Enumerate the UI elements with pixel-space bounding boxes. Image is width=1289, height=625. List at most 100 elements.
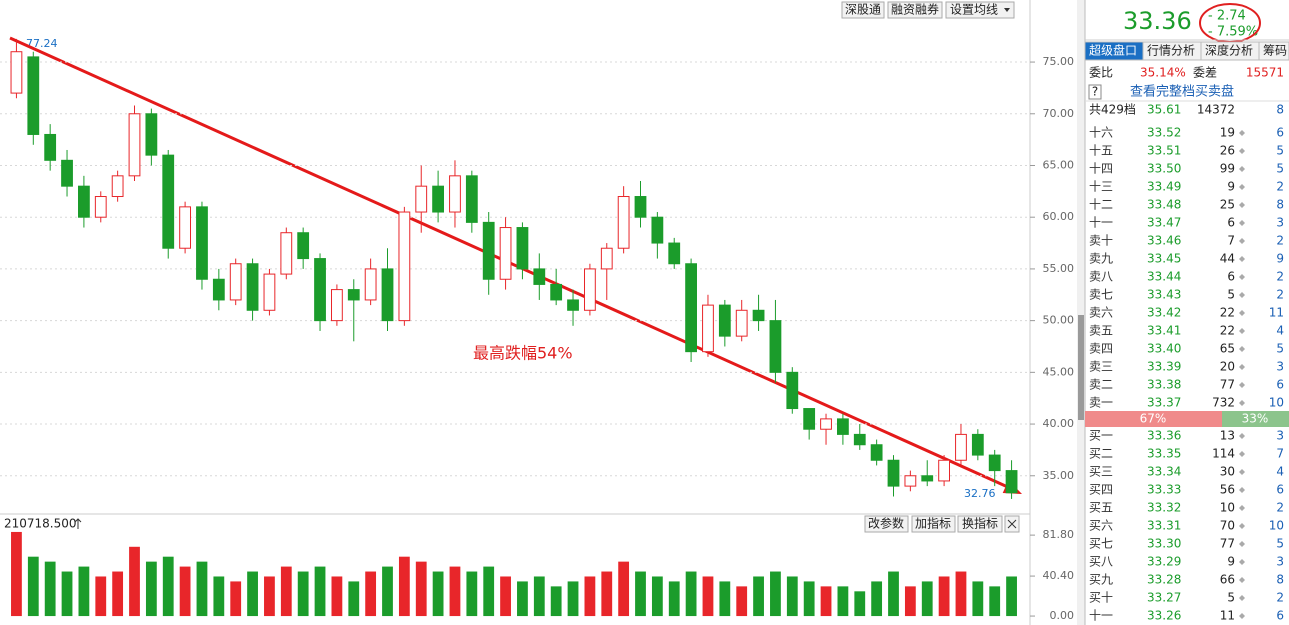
tab-label[interactable]: 深度分析 (1205, 43, 1253, 58)
level-count: 6 (1276, 126, 1284, 140)
label: 委差 (1193, 66, 1217, 80)
candle-body (449, 175, 461, 213)
y-tick-label: 40.00 (1043, 417, 1075, 430)
level-label: 买七 (1089, 537, 1113, 551)
button-label[interactable]: 融资融券 (891, 2, 939, 17)
level-price: 33.35 (1147, 447, 1181, 461)
candle-body (27, 56, 40, 135)
level-volume: 732 (1212, 396, 1235, 410)
y-tick-label: 81.80 (1043, 528, 1075, 541)
volume-bar (230, 581, 242, 617)
level-count: 2 (1276, 180, 1284, 194)
level-count: 2 (1276, 234, 1284, 248)
volume: 14372 (1197, 103, 1235, 117)
level-volume: 6 (1227, 216, 1235, 230)
volume-bar (11, 531, 22, 617)
level-price: 33.32 (1147, 501, 1181, 515)
tab[interactable] (1258, 41, 1289, 61)
level-label: 买二 (1089, 447, 1113, 461)
y-tick-label: 75.00 (1043, 55, 1075, 68)
volume-bar (972, 581, 984, 617)
scrollbar[interactable] (1077, 0, 1085, 625)
candle-body (280, 232, 293, 275)
volume-bar (736, 586, 748, 617)
level-icon (1239, 328, 1245, 334)
button-label[interactable]: 深股通 (845, 3, 881, 17)
volume-bar (786, 576, 798, 617)
y-tick-label: 35.00 (1043, 469, 1075, 482)
volume-bar (179, 566, 191, 617)
level-count: 2 (1276, 501, 1284, 515)
level-count: 8 (1276, 198, 1284, 212)
candle-body (988, 454, 1001, 472)
button-label[interactable]: 换指标 (962, 516, 998, 531)
volume-bar (432, 571, 444, 617)
level-label: 买四 (1089, 483, 1113, 497)
volume-bar (297, 571, 309, 617)
candle-body (128, 113, 141, 177)
level-count: 2 (1276, 270, 1284, 284)
level-price: 33.26 (1147, 609, 1181, 623)
candle-body (870, 444, 883, 461)
button[interactable] (841, 1, 885, 19)
help[interactable]: ? (1092, 85, 1098, 99)
level-count: 10 (1269, 396, 1284, 410)
level-volume: 13 (1220, 429, 1235, 443)
link[interactable]: 查看完整档买卖盘 (1130, 84, 1234, 100)
button[interactable] (945, 1, 1015, 19)
annotation: 最高跌幅54% (473, 344, 573, 363)
level-icon (1239, 559, 1245, 565)
button-label[interactable]: 改参数 (868, 516, 904, 531)
level-count: 2 (1276, 288, 1284, 302)
level-icon (1239, 364, 1245, 370)
volume-bar (129, 546, 140, 617)
tab-label[interactable]: 超级盘口 (1089, 43, 1137, 58)
scroll-thumb[interactable] (1078, 315, 1084, 420)
volume-bar (955, 571, 967, 617)
candle-body (685, 263, 697, 353)
help-box[interactable] (1088, 84, 1102, 100)
level-volume: 7 (1227, 234, 1235, 248)
level-label: 卖七 (1089, 288, 1113, 302)
button-label[interactable]: 加指标 (915, 516, 951, 531)
volume-bar (196, 561, 208, 617)
label: 共429档 (1089, 103, 1136, 117)
volume-bar (854, 591, 866, 617)
level-price: 33.51 (1147, 144, 1181, 158)
button-label[interactable]: 设置均线 (950, 3, 998, 17)
button[interactable] (911, 515, 956, 533)
label: 委比 (1089, 66, 1113, 80)
button[interactable] (864, 515, 909, 533)
volume-bar (584, 576, 596, 617)
volume-bar (567, 581, 579, 617)
level-label: 卖五 (1089, 324, 1113, 338)
level-icon (1239, 433, 1245, 439)
volume-bar (162, 556, 174, 617)
button[interactable] (887, 1, 943, 19)
volume-bar (837, 586, 849, 617)
volume-bar (719, 581, 731, 617)
level-label: 卖十 (1089, 234, 1113, 248)
dropdown-arrow (1004, 8, 1010, 12)
volume-bar (803, 581, 815, 617)
level-price: 33.37 (1147, 396, 1181, 410)
volume-bar (618, 561, 630, 617)
level-volume: 22 (1220, 324, 1235, 338)
level-count: 5 (1276, 537, 1284, 551)
level-count: 6 (1276, 378, 1284, 392)
y-tick-label: 70.00 (1043, 107, 1075, 120)
button[interactable] (957, 515, 1003, 533)
tab-label[interactable]: 行情分析 (1147, 44, 1195, 58)
volume-bar (348, 581, 360, 617)
level-count: 8 (1276, 573, 1284, 587)
level-volume: 77 (1220, 378, 1235, 392)
tab-label[interactable]: 筹码 (1263, 44, 1287, 58)
level-count: 9 (1276, 252, 1284, 266)
level-price: 33.28 (1147, 573, 1181, 587)
level-count: 5 (1276, 342, 1284, 356)
level-icon (1239, 310, 1245, 316)
level-label: 卖八 (1089, 270, 1113, 284)
value: 35.14% (1140, 66, 1186, 80)
level-label: 十三 (1089, 180, 1113, 194)
